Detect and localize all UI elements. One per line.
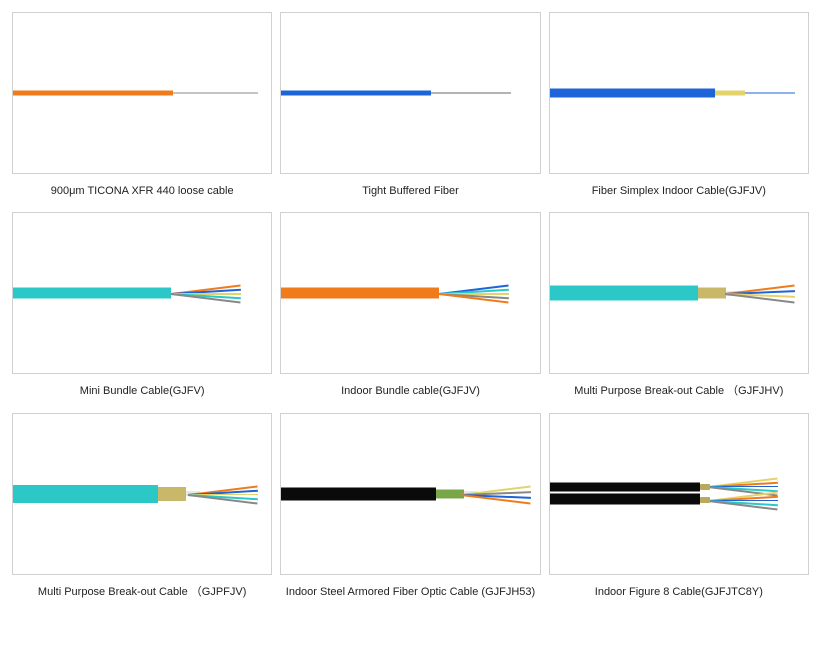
aramid-yarn (715, 91, 745, 96)
cable-illustration (280, 212, 540, 374)
bare-fiber (431, 93, 511, 94)
product-cell: Multi Purpose Break-out Cable （GJFJHV) (549, 212, 809, 402)
cable-illustration (549, 212, 809, 374)
cable-jacket (550, 89, 715, 98)
product-cell: Indoor Steel Armored Fiber Optic Cable (… (280, 413, 540, 603)
product-cell: Multi Purpose Break-out Cable （GJPFJV) (12, 413, 272, 603)
product-caption: Indoor Steel Armored Fiber Optic Cable (… (280, 575, 540, 603)
product-cell: Mini Bundle Cable(GJFV) (12, 212, 272, 402)
cable-illustration (12, 413, 272, 575)
product-caption: Indoor Bundle cable(GJFJV) (280, 374, 540, 402)
cable-jacket (281, 487, 436, 500)
bare-fiber (745, 93, 795, 94)
cable-illustration (280, 12, 540, 174)
cable-jacket (13, 91, 173, 96)
product-caption: Indoor Figure 8 Cable(GJFJTC8Y) (549, 575, 809, 603)
product-caption: 900μm TICONA XFR 440 loose cable (12, 174, 272, 202)
inner-layer (698, 288, 726, 299)
cable-illustration (280, 413, 540, 575)
cable-illustration (549, 413, 809, 575)
product-caption: Mini Bundle Cable(GJFV) (12, 374, 272, 402)
product-cell: Indoor Figure 8 Cable(GJFJTC8Y) (549, 413, 809, 603)
product-grid: 900μm TICONA XFR 440 loose cable Tight Bu… (12, 12, 809, 603)
inner-layer (158, 487, 186, 501)
product-caption: Fiber Simplex Indoor Cable(GJFJV) (549, 174, 809, 202)
cable-illustration (12, 212, 272, 374)
cable-illustration (549, 12, 809, 174)
bare-fiber (173, 93, 258, 94)
product-caption: Multi Purpose Break-out Cable （GJFJHV) (549, 374, 809, 402)
cable-jacket (550, 286, 698, 301)
cable-jacket (13, 485, 158, 503)
cable-illustration (12, 12, 272, 174)
product-cell: 900μm TICONA XFR 440 loose cable (12, 12, 272, 202)
product-caption: Multi Purpose Break-out Cable （GJPFJV) (12, 575, 272, 603)
cable-jacket (281, 91, 431, 96)
cable-jacket (550, 482, 700, 491)
cable-jacket (13, 288, 171, 299)
product-cell: Tight Buffered Fiber (280, 12, 540, 202)
product-cell: Fiber Simplex Indoor Cable(GJFJV) (549, 12, 809, 202)
cable-jacket-lower (550, 493, 700, 504)
cable-jacket (281, 288, 439, 299)
product-caption: Tight Buffered Fiber (280, 174, 540, 202)
product-cell: Indoor Bundle cable(GJFJV) (280, 212, 540, 402)
